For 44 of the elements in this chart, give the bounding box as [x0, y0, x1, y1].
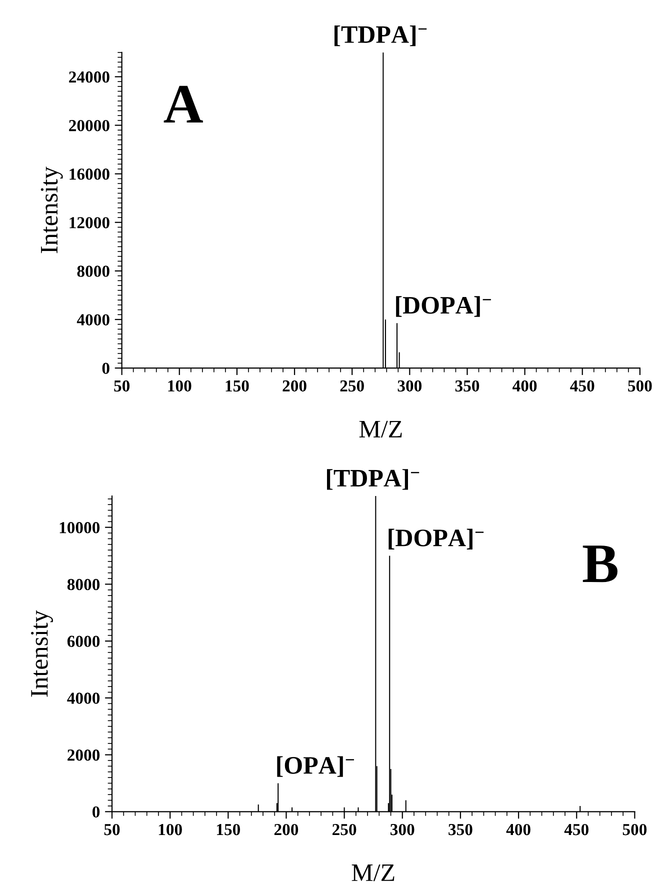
y-tick-label: 0	[102, 362, 110, 374]
x-tick-label: 250	[340, 380, 364, 392]
x-tick-label: 150	[216, 824, 240, 836]
x-tick-label: 150	[226, 380, 249, 392]
y-axis-title: Intensity	[40, 166, 63, 254]
x-tick-label: 400	[506, 824, 530, 836]
y-tick-label: 12000	[70, 217, 110, 228]
x-tick-label: 450	[570, 380, 594, 392]
x-tick-label: 350	[455, 380, 480, 392]
y-tick-label: 10000	[60, 522, 100, 534]
x-axis-title: M/Z	[359, 420, 402, 438]
annotation: B	[582, 546, 618, 582]
x-tick-label: 300	[390, 824, 414, 836]
x-tick-label: 400	[512, 380, 537, 392]
x-tick-label: 100	[158, 824, 182, 836]
y-tick-label: 6000	[67, 636, 100, 648]
x-tick-label: 200	[274, 824, 298, 836]
y-tick-label: 24000	[69, 71, 110, 83]
annotation: [OPA]$^{−}$	[277, 756, 354, 777]
y-tick-label: 2000	[68, 749, 100, 761]
x-tick-label: 300	[398, 380, 422, 392]
y-tick-label: 4000	[76, 314, 110, 326]
y-axis-title: Intensity	[31, 610, 53, 697]
x-tick-label: 250	[332, 824, 356, 836]
y-tick-label: 8000	[67, 578, 100, 590]
x-tick-label: 350	[448, 824, 472, 836]
y-tick-label: 20000	[69, 120, 110, 132]
y-tick-label: 8000	[77, 266, 110, 277]
y-tick-label: 4000	[67, 692, 100, 704]
x-tick-label: 50	[104, 824, 120, 836]
x-tick-label: 100	[168, 380, 192, 392]
x-tick-label: 200	[282, 380, 306, 392]
annotation: [TDPA]$^{−}$	[334, 25, 427, 46]
x-tick-label: 500	[628, 380, 652, 392]
annotation: [DOPA]$^{−}$	[388, 528, 484, 550]
x-tick-label: 500	[622, 824, 647, 836]
annotation: A	[164, 86, 203, 123]
x-tick-label: 50	[114, 380, 130, 392]
annotation: [DOPA]$^{−}$	[396, 296, 491, 317]
annotation: [TDPA]$^{−}$	[327, 469, 420, 490]
y-tick-label: 16000	[70, 168, 110, 180]
x-axis-title: M/Z	[352, 864, 394, 882]
x-tick-label: 450	[564, 824, 588, 836]
y-tick-label: 0	[92, 806, 100, 818]
